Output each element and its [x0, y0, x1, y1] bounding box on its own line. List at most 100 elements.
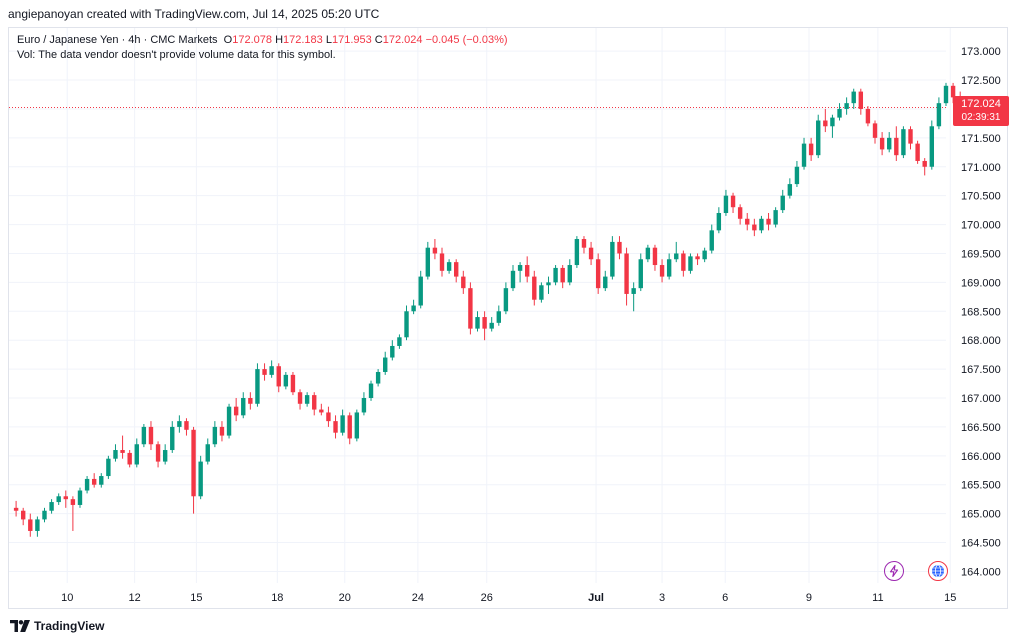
candle-body: [411, 305, 416, 312]
candle-body: [155, 444, 161, 462]
candle-body: [198, 461, 203, 497]
candle-body: [255, 369, 260, 404]
candle-body: [312, 395, 317, 410]
candle-body: [347, 415, 352, 439]
candle-body: [212, 426, 218, 445]
candle-body: [425, 247, 431, 277]
y-tick-label: 169.500: [961, 248, 1001, 260]
candle-body: [84, 478, 90, 491]
x-tick-label: 15: [944, 592, 956, 604]
candle-body: [134, 444, 139, 465]
candle-body: [496, 311, 501, 323]
candle-body: [233, 406, 239, 416]
candle-body: [915, 143, 920, 161]
candle-body: [127, 452, 132, 465]
y-tick-label: 164.000: [961, 566, 1001, 578]
y-tick-label: 165.500: [961, 480, 1001, 492]
bar-countdown: 02:39:31: [961, 112, 1001, 123]
candle-body: [652, 247, 658, 266]
y-tick-label: 171.000: [961, 162, 1001, 174]
candle-body: [865, 108, 871, 124]
chart-caption: angiepanoyan created with TradingView.co…: [8, 7, 380, 21]
candle-body: [20, 510, 26, 520]
x-tick-label: 18: [271, 592, 283, 604]
candle-body: [439, 253, 445, 271]
candle-body: [91, 478, 97, 485]
candle-body: [248, 398, 253, 404]
candle-body: [446, 262, 452, 271]
candle-body: [49, 502, 54, 511]
candle-body: [290, 374, 296, 393]
globe-button[interactable]: [928, 561, 948, 581]
y-tick-label: 168.500: [961, 306, 1001, 318]
candle-body: [141, 426, 147, 445]
candles: [13, 82, 984, 537]
candle-body: [510, 270, 516, 289]
globe-icon: [932, 564, 944, 578]
candle-body: [759, 218, 764, 231]
candle-body: [794, 166, 800, 185]
candle-body: [489, 322, 494, 329]
candle-body: [603, 276, 608, 289]
candle-body: [28, 519, 33, 531]
candle-body: [148, 426, 154, 445]
candle-body: [702, 250, 707, 260]
candle-body: [383, 357, 388, 372]
candle-body: [269, 366, 274, 375]
candle-body: [801, 143, 807, 167]
candle-body: [13, 507, 19, 511]
candle-body: [177, 421, 182, 427]
candle-body: [276, 366, 281, 387]
candle-body: [532, 276, 537, 300]
candle-body: [787, 184, 793, 196]
legend-ohlc-line: Euro / Japanese Yen · 4h · CMC Markets O…: [17, 33, 508, 48]
candle-body: [659, 265, 665, 277]
candle-body: [304, 395, 310, 404]
candle-body: [773, 210, 778, 225]
y-tick-label: 169.000: [961, 277, 1001, 289]
x-tick-label: 15: [190, 592, 202, 604]
candle-body: [922, 160, 927, 167]
candle-body: [184, 421, 189, 430]
candle-body: [106, 458, 111, 477]
candle-body: [297, 392, 303, 404]
candle-body: [390, 345, 395, 358]
candle-body: [191, 429, 196, 497]
candle-body: [950, 85, 956, 98]
candle-body: [624, 253, 629, 294]
candle-body: [681, 253, 686, 271]
candle-body: [709, 230, 714, 251]
candle-body: [695, 256, 700, 260]
grid-lines: [9, 28, 951, 583]
candle-body: [42, 510, 47, 520]
tradingview-logo[interactable]: TradingView: [10, 619, 104, 633]
candle-body: [539, 285, 544, 300]
y-tick-label: 167.000: [961, 393, 1001, 405]
candle-body: [560, 267, 565, 283]
candle-body: [666, 259, 672, 277]
candle-body: [56, 496, 61, 503]
candle-body: [35, 519, 40, 531]
price-axis: 164.000 164.500 165.000 165.500 166.000 166.5…: [961, 46, 1001, 578]
candle-body: [283, 374, 289, 387]
candle-body: [354, 412, 360, 439]
candle-body: [837, 108, 842, 118]
candle-body: [99, 476, 104, 485]
candle-body: [645, 247, 651, 260]
y-tick-label: 164.500: [961, 538, 1001, 550]
y-tick-label: 170.000: [961, 220, 1001, 232]
candle-body: [872, 123, 878, 138]
tradingview-logo-icon: [10, 620, 30, 632]
y-tick-label: 172.500: [961, 75, 1001, 87]
candle-body: [162, 450, 168, 462]
symbol-label[interactable]: Euro / Japanese Yen · 4h · CMC Markets: [17, 34, 218, 46]
candle-body: [333, 421, 338, 433]
candle-body: [241, 398, 246, 416]
replay-button[interactable]: [884, 561, 904, 581]
chart-legend: Euro / Japanese Yen · 4h · CMC Markets O…: [17, 33, 508, 63]
low-label: L: [325, 34, 332, 46]
candle-body: [361, 398, 367, 413]
candle-body: [674, 253, 679, 260]
candle-body: [205, 444, 210, 462]
